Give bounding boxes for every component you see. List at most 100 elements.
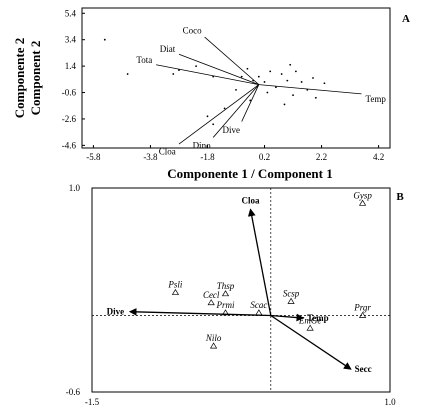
panel-a-y-axis-title-line-1: Componente 2	[12, 38, 27, 119]
panel-b-frame	[91, 187, 391, 393]
panel-a-vector-label-tota: Tota	[136, 55, 152, 65]
panel-a-y-tick-label: -2.6	[62, 114, 77, 124]
panel-a-point	[252, 79, 255, 82]
panel-b-species-marker-gysp	[358, 199, 367, 206]
panel-a-point	[172, 73, 175, 75]
panel-a-x-axis-title: Componente 1 / Component 1	[167, 166, 332, 181]
panel-b-species-marker-prgr	[358, 311, 367, 318]
panel-b-species-label-psli: Psli	[167, 280, 183, 290]
panel-a-x-tick-label: 4.2	[373, 152, 384, 162]
panel-b-letter: B	[396, 191, 404, 203]
panel-a-y-tick-label: 5.4	[65, 8, 77, 18]
panel-a-point	[206, 115, 209, 118]
panel-a-vector-tota	[156, 64, 259, 85]
panel-a-vector-coco	[204, 36, 260, 85]
panel-b-vector-temp	[270, 313, 305, 322]
panel-a-vector-label-coco: Coco	[183, 25, 202, 35]
panel-b-vector-dive	[128, 307, 271, 317]
panel-a-vector-temp	[258, 84, 362, 95]
panel-b-species-label-scsp: Scsp	[283, 288, 300, 298]
panel-a-points	[103, 38, 326, 126]
panel-a-x-tick-label: -1.8	[200, 152, 215, 162]
panel-b-y-tick-labels: 1.0 -0.6	[66, 183, 81, 397]
panel-b-vector-cloa	[247, 208, 272, 316]
panel-a-point	[263, 81, 266, 83]
panel-a-point	[246, 67, 249, 70]
panel-a-point	[292, 94, 294, 97]
panel-b-species-label-emge: EmGe	[298, 315, 322, 325]
panel-a-point	[240, 75, 243, 78]
panel-b-reference-lines	[92, 188, 390, 392]
panel-a-point	[103, 38, 106, 41]
panel-b-species-marker-thsp	[221, 290, 230, 297]
panel-a-vector-dino	[212, 84, 260, 138]
panel-a-x-tick-label: 0.2	[259, 152, 270, 162]
panel-a-point	[178, 69, 180, 71]
panel-b-y-tick-label: -0.6	[66, 387, 81, 397]
panel-a-vector-label-dino: Dino	[193, 140, 212, 150]
panel-a-point	[195, 65, 197, 68]
panel-a-vector-label-dive: Dive	[223, 125, 241, 135]
panel-b-y-tick-label: 1.0	[69, 183, 81, 193]
panel-b-vector-label-temp: Temp	[307, 313, 329, 323]
panel-a-letter: A	[402, 13, 410, 25]
panel-a-y-tick-label: -4.6	[62, 140, 77, 150]
panel-b-species-marker-psli	[171, 288, 180, 295]
panel-a-point	[306, 88, 309, 91]
panel-a-x-tick-label: 2.2	[316, 152, 327, 162]
panel-a-point	[212, 75, 215, 78]
panel-a-vector-label-temp: Temp	[365, 94, 386, 104]
panel-b-species-marker-cecl	[207, 299, 215, 306]
panel-b-vector-label-cloa: Cloa	[242, 196, 261, 206]
panel-b-x-tick-labels: -1.5 1.0	[85, 397, 396, 407]
panel-a-point	[294, 70, 297, 73]
panel-a-point	[286, 79, 289, 82]
panel-a-vector-cloa	[178, 84, 260, 145]
panel-b-species-label-prgr: Prgr	[353, 303, 371, 313]
panel-a-x-tick-label: -3.8	[143, 152, 158, 162]
panel-a-x-tick-label: -5.8	[86, 152, 101, 162]
panel-b-species-label-gysp: Gysp	[353, 190, 372, 200]
panel-a-point	[212, 123, 215, 126]
panel-a-y-tick-labels: 5.4 3.4 1.4 -0.6 -2.6 -4.6	[62, 8, 85, 150]
panel-a-point	[314, 96, 317, 99]
panel-a: A 5.4 3.4 1.4 -0.6 -2.6 -4.6 -5.8 -3.8 -1.8 0.2 2…	[12, 7, 410, 181]
panel-b-x-tick-label: 1.0	[384, 397, 396, 407]
panel-a-vector-dive	[241, 84, 260, 122]
panel-a-point	[312, 77, 314, 79]
panel-b-env-vectors: Cloa Dive Temp Secc	[107, 196, 372, 374]
panel-b-species-marker-prmi	[221, 309, 230, 316]
panel-a-point	[235, 88, 237, 91]
panel-b-species-label-nilo: Nilo	[205, 333, 222, 343]
panel-a-y-axis-title-line-2: Component 2	[28, 41, 43, 116]
panel-b-vector-label-dive: Dive	[107, 307, 125, 317]
panel-a-y-tick-label: 1.4	[65, 61, 77, 71]
panel-b-species-marker-scsp	[287, 297, 295, 304]
panel-a-point	[323, 82, 326, 85]
panel-b: B 1.0 -0.6 -1.5 1.0 Cloa Dive Temp Secc Gysp P…	[66, 183, 405, 407]
panel-b-vector-secc	[270, 314, 352, 370]
panel-a-point	[300, 81, 303, 83]
panel-a-point	[269, 70, 272, 73]
panel-a-point	[280, 73, 283, 75]
panel-b-species-marker-scac	[255, 309, 263, 316]
panel-a-point	[126, 73, 129, 75]
panel-a-y-tick-label: -0.6	[62, 88, 77, 98]
panel-a-point	[249, 99, 252, 102]
panel-b-species-label-cecl: Cecl	[203, 290, 220, 300]
panel-b-vector-label-secc: Secc	[355, 364, 372, 374]
panel-a-y-tick-label: 3.4	[65, 35, 77, 45]
panel-a-point	[283, 103, 286, 106]
panel-a-vector-label-cloa: Cloa	[159, 146, 176, 156]
panel-a-point	[257, 75, 260, 78]
panel-b-species-marker-emge	[306, 324, 314, 331]
panel-a-point	[275, 86, 277, 89]
panel-b-species-label-prmi: Prmi	[216, 300, 235, 310]
panel-b-x-tick-label: -1.5	[85, 397, 100, 407]
panel-a-point	[223, 107, 226, 110]
panel-a-frame	[81, 7, 391, 149]
panel-b-species-label-thsp: Thsp	[217, 281, 235, 291]
panel-a-point	[289, 63, 292, 66]
